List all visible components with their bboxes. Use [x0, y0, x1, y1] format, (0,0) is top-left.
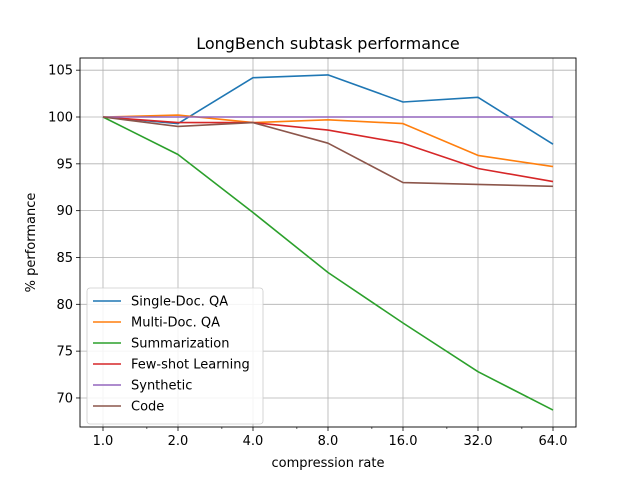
x-tick-label: 32.0 — [464, 434, 493, 449]
y-axis-label: % performance — [24, 193, 39, 293]
x-axis-label: compression rate — [272, 456, 385, 471]
legend-label: Code — [131, 400, 164, 415]
axis-ticks: 1.0 2.0 4.0 8.0 16.0 32.0 64.0 70 75 80 85 90 95 100 1… — [48, 64, 567, 449]
x-tick-label: 16.0 — [389, 434, 418, 449]
chart-title: LongBench subtask performance — [196, 34, 460, 53]
legend-label: Synthetic — [131, 379, 192, 394]
series-line-few-shot-learning — [102, 116, 554, 183]
x-tick-label: 64.0 — [539, 434, 568, 449]
x-tick-label: 2.0 — [168, 434, 189, 449]
legend-label: Multi-Doc. QA — [131, 316, 220, 331]
series-line-multi-doc-qa — [102, 114, 554, 168]
y-tick-label: 70 — [56, 391, 73, 406]
series-lines — [102, 74, 554, 411]
y-tick-label: 90 — [56, 204, 73, 219]
y-tick-label: 105 — [48, 64, 73, 79]
y-tick-label: 95 — [56, 157, 73, 172]
series-line-summarization — [102, 116, 554, 411]
legend-label: Single-Doc. QA — [131, 295, 228, 310]
series-line-single-doc-qa — [102, 74, 554, 145]
y-tick-label: 85 — [56, 251, 73, 266]
legend-label: Few-shot Learning — [131, 358, 250, 373]
x-tick-label: 1.0 — [93, 434, 114, 449]
legend-label: Summarization — [131, 337, 229, 352]
legend: Single-Doc. QA Multi-Doc. QA Summarization… — [86, 287, 264, 425]
x-tick-label: 4.0 — [243, 434, 264, 449]
y-tick-label: 75 — [56, 345, 73, 360]
x-tick-label: 8.0 — [318, 434, 339, 449]
y-tick-label: 80 — [56, 298, 73, 313]
series-line-code — [102, 116, 554, 188]
y-tick-label: 100 — [48, 111, 73, 126]
legend-box — [86, 287, 264, 425]
